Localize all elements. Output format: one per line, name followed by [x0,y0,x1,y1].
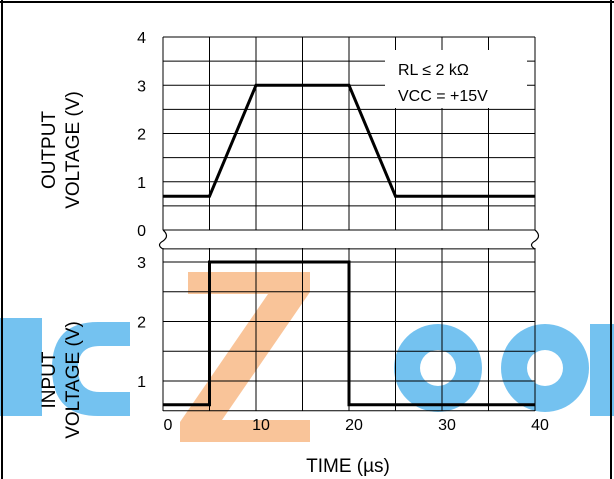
axis-break [530,229,540,250]
output-grid [162,36,536,231]
y-tick-label: 4 [137,30,146,47]
output-ylabel-line1: OUTPUT [39,111,60,190]
output-voltage-trace [163,83,535,198]
y-tick-label: 1 [137,374,146,391]
output-y-tick-labels: 0 1 2 3 4 [137,30,146,240]
y-tick-label: 2 [137,315,146,332]
annotation-box [385,50,527,108]
x-tick-label: 40 [531,417,549,434]
x-tick-labels: 0 10 20 30 40 [164,417,549,434]
input-ylabel-line1: INPUT [39,351,60,408]
annotation-vcc: VCC = +15V [398,88,488,105]
x-tick-label: 0 [164,417,173,434]
annotation-rl: RL ≤ 2 kΩ [398,62,469,79]
input-ylabel-line2: VOLTAGE (V) [63,321,84,439]
x-tick-label: 20 [345,417,363,434]
axis-break-marks [158,229,540,250]
watermark-logo [0,272,614,442]
x-axis-label: TIME (µs) [306,456,390,477]
axis-break [158,229,168,250]
input-voltage-trace [163,260,535,407]
y-tick-label: 2 [137,127,146,144]
input-y-tick-labels: 1 2 3 [137,255,146,391]
y-tick-label: 3 [137,255,146,272]
x-tick-label: 10 [252,417,270,434]
y-tick-label: 1 [137,175,146,192]
x-tick-label: 30 [438,417,456,434]
y-tick-label: 0 [137,223,146,240]
y-tick-label: 3 [137,78,146,95]
output-ylabel-line2: VOLTAGE (V) [63,91,84,209]
